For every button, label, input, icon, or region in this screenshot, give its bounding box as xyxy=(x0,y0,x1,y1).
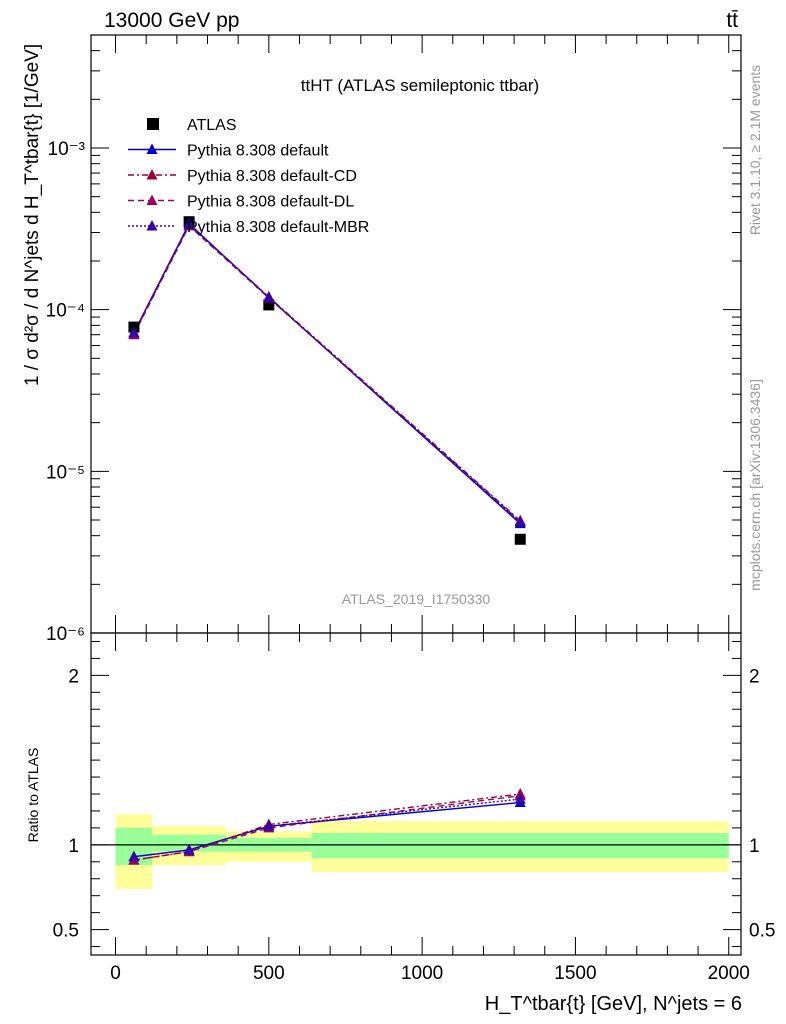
legend-label: Pythia 8.308 default-CD xyxy=(187,168,357,185)
inner-uncertainty-band xyxy=(311,832,729,859)
ratio-point xyxy=(514,793,526,804)
data-point xyxy=(263,299,275,311)
plot-title: ttHT (ATLAS semileptonic ttbar) xyxy=(301,76,539,95)
series-line xyxy=(133,224,521,522)
ratio-y-tick-label: 0.5 xyxy=(749,921,775,942)
legend-marker xyxy=(146,143,158,154)
ratio-axis-ticks: 0 500 1000 1500 2000 0.5 0.5 1 1 2 2 xyxy=(53,633,775,984)
mcplots-label: mcplots.cern.ch [arXiv:1306.3436] xyxy=(747,379,763,591)
legend-marker xyxy=(146,220,158,231)
ratio-series-line xyxy=(133,795,521,861)
x-axis-label: H_T^tbar{t} [GeV], N^jets = 6 xyxy=(485,993,742,1015)
ratio-y-axis-label: Ratio to ATLAS xyxy=(25,748,41,843)
ratio-point xyxy=(263,820,275,831)
ratio-y-tick-label: 2 xyxy=(749,666,760,687)
mc-point xyxy=(514,516,526,527)
ratio-point xyxy=(128,850,140,862)
ratio-uncertainty-bands xyxy=(91,814,741,889)
x-tick-label: 2000 xyxy=(708,963,750,984)
main-y-axis-label: 1 / σ d²σ / d N^jets d H_T^tbar{t} [1/Ge… xyxy=(22,44,43,386)
mc-point xyxy=(183,218,195,230)
legend-marker xyxy=(146,169,158,180)
ratio-series-line xyxy=(133,793,521,861)
ratio-series-line xyxy=(133,798,521,858)
process-label: tt̄ xyxy=(726,9,738,32)
x-tick-label: 0 xyxy=(110,963,121,984)
ratio-y-tick-label: 2 xyxy=(68,666,79,687)
ratio-y-tick-label: 0.5 xyxy=(53,921,79,942)
inner-uncertainty-band xyxy=(152,834,226,852)
ratio-point xyxy=(183,843,195,855)
series-line xyxy=(133,223,521,523)
legend-label: Pythia 8.308 default xyxy=(187,143,329,160)
mc-point xyxy=(128,326,140,338)
x-tick-label: 1000 xyxy=(401,963,443,984)
legend: ATLAS Pythia 8.308 default Pythia 8.308 de… xyxy=(128,117,369,236)
legend-marker xyxy=(147,118,159,130)
y-tick-label: 10⁻³ xyxy=(48,139,86,160)
main-series-layer xyxy=(128,216,526,545)
legend-marker xyxy=(146,194,158,205)
x-tick-label: 500 xyxy=(253,963,285,984)
ratio-y-tick-label: 1 xyxy=(749,836,760,857)
data-point xyxy=(514,533,526,545)
legend-label: Pythia 8.308 default-MBR xyxy=(187,219,369,236)
y-tick-label: 10⁻⁶ xyxy=(46,624,85,645)
legend-label: Pythia 8.308 default-DL xyxy=(187,194,354,211)
collision-label: 13000 GeV pp xyxy=(104,9,239,32)
mc-point xyxy=(263,291,275,302)
x-tick-label: 1500 xyxy=(554,963,596,984)
y-tick-label: 10⁻⁴ xyxy=(46,301,85,322)
rivet-version-label: Rivet 3.1.10, ≥ 2.1M events xyxy=(747,65,763,235)
ratio-series-layer xyxy=(128,788,526,865)
main-axis-ticks: 10⁻⁶ 10⁻⁵ 10⁻⁴ 10⁻³ xyxy=(46,34,741,645)
analysis-label: ATLAS_2019_I1750330 xyxy=(342,591,491,607)
legend-label: ATLAS xyxy=(187,117,237,134)
ratio-y-tick-label: 1 xyxy=(68,836,79,857)
y-tick-label: 10⁻⁵ xyxy=(46,462,85,483)
